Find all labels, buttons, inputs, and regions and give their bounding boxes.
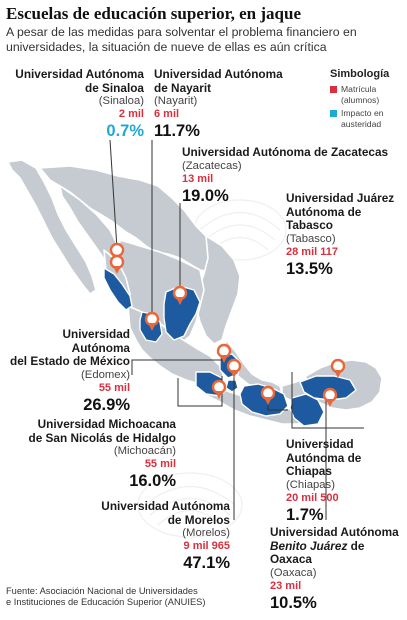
enrollment-value: 9 mil 965 bbox=[183, 540, 230, 552]
impact-value: 10.5% bbox=[270, 593, 317, 612]
enrollment-value: 6 mil bbox=[154, 108, 180, 120]
legend-label: Matrícula (alumnos) bbox=[341, 84, 380, 105]
university-name: Universidad Juárez bbox=[286, 191, 395, 205]
label-zacatecas: Universidad Autónoma de Zacatecas (Zacat… bbox=[182, 145, 402, 206]
state-name: (Michoacán) bbox=[113, 445, 176, 457]
page-subtitle: A pesar de las medidas para solventar el… bbox=[6, 25, 357, 54]
state-tabasco bbox=[299, 375, 357, 401]
state-name: (Chiapas) bbox=[286, 478, 335, 491]
source-note: Fuente: Asociación Nacional de Universid… bbox=[6, 586, 205, 608]
university-name: Universidad Autónoma de Zacatecas bbox=[182, 145, 389, 159]
state-sinaloa bbox=[103, 267, 133, 311]
enrollment-value: 28 mil 117 bbox=[286, 245, 338, 258]
impact-value: 1.7% bbox=[286, 505, 324, 524]
pin-tips bbox=[113, 266, 342, 407]
state-name: (Morelos) bbox=[182, 527, 230, 539]
enrollment-value: 13 mil bbox=[182, 172, 214, 185]
university-name: Universidad Autónoma bbox=[270, 525, 399, 539]
impact-value: 19.0% bbox=[182, 186, 229, 205]
label-nayarit: Universidad Autónoma de Nayarit (Nayarit… bbox=[154, 67, 294, 141]
label-oaxaca: Universidad Autónoma Benito Juárez de Oa… bbox=[270, 525, 404, 613]
state-name: (Oaxaca) bbox=[270, 566, 317, 579]
state-name: (Zacatecas) bbox=[182, 159, 242, 172]
university-name: Autónoma de Chiapas bbox=[286, 450, 362, 478]
enrollment-value: 20 mil 500 bbox=[286, 491, 339, 504]
university-name-italic: Benito Juárez bbox=[270, 538, 348, 553]
baja-california bbox=[7, 159, 97, 295]
university-name: Universidad bbox=[286, 437, 354, 451]
location-pins bbox=[109, 242, 346, 403]
enrollment-value: 23 mil bbox=[270, 579, 302, 592]
watermark-emblem-icon bbox=[137, 199, 287, 538]
university-name: Universidad Autónoma bbox=[154, 67, 283, 81]
impact-value: 13.5% bbox=[286, 259, 333, 278]
university-name: de Morelos bbox=[167, 512, 230, 527]
legend-title: Simbología bbox=[330, 68, 390, 80]
university-name: del Estado de México bbox=[10, 354, 130, 368]
enrollment-value: 55 mil bbox=[98, 381, 130, 394]
state-name: (Edomex) bbox=[81, 368, 130, 381]
university-name: Universidad Michoacana bbox=[37, 417, 176, 431]
label-tabasco: Universidad Juárez Autónoma de Tabasco (… bbox=[286, 191, 404, 279]
legend-swatch-red bbox=[330, 86, 337, 93]
impact-value: 0.7% bbox=[106, 122, 144, 140]
legend-item-austerity: Impacto en austeridad bbox=[330, 108, 406, 129]
state-morelos bbox=[225, 379, 239, 393]
impact-value: 47.1% bbox=[183, 554, 230, 572]
impact-value: 16.0% bbox=[129, 472, 176, 490]
leader-tabasco bbox=[291, 372, 364, 429]
enrollment-value: 55 mil bbox=[144, 458, 176, 470]
university-name-rest: de Oaxaca bbox=[270, 538, 365, 566]
state-name: (Sinaloa) bbox=[98, 95, 144, 107]
university-name: de Nayarit bbox=[154, 80, 212, 95]
impact-value: 11.7% bbox=[154, 122, 200, 140]
state-name: (Tabasco) bbox=[286, 232, 336, 245]
legend-swatch-blue bbox=[330, 110, 337, 117]
university-name: de San Nicolás de Hidalgo bbox=[28, 430, 177, 445]
university-name: de Sinaloa bbox=[84, 80, 144, 95]
label-chiapas: Universidad Autónoma de Chiapas (Chiapas… bbox=[286, 437, 404, 525]
university-name: Universidad Autónoma bbox=[62, 327, 130, 355]
university-name: Autónoma de bbox=[286, 204, 362, 219]
university-name: Universidad Autónoma bbox=[101, 499, 230, 513]
university-name: Tabasco bbox=[286, 218, 333, 232]
label-sinaloa: Universidad Autónoma de Sinaloa (Sinaloa… bbox=[4, 67, 144, 141]
impact-value: 26.9% bbox=[83, 395, 130, 414]
university-name: Benito Juárez de Oaxaca bbox=[270, 538, 404, 567]
legend-label: Impacto en austeridad bbox=[341, 108, 384, 129]
source-line: e Instituciones de Educación Superior (A… bbox=[6, 597, 206, 607]
enrollment-value: 2 mil bbox=[118, 108, 144, 120]
state-name: (Nayarit) bbox=[154, 95, 198, 107]
source-line: Fuente: Asociación Nacional de Universid… bbox=[6, 586, 198, 596]
page-title: Escuelas de educación superior, en jaque bbox=[6, 4, 302, 23]
label-morelos: Universidad Autónoma de Morelos (Morelos… bbox=[4, 499, 230, 573]
label-michoacan: Universidad Michoacana de San Nicolás de… bbox=[4, 417, 177, 491]
leader-lines bbox=[109, 139, 364, 520]
state-zacatecas bbox=[163, 285, 201, 341]
legend: Simbología Matrícula (alumnos) Impacto e… bbox=[330, 68, 406, 129]
label-edomex: Universidad Autónoma del Estado de Méxic… bbox=[4, 327, 130, 415]
legend-item-enrollment: Matrícula (alumnos) bbox=[330, 84, 406, 105]
university-name: Universidad Autónoma bbox=[15, 67, 144, 81]
